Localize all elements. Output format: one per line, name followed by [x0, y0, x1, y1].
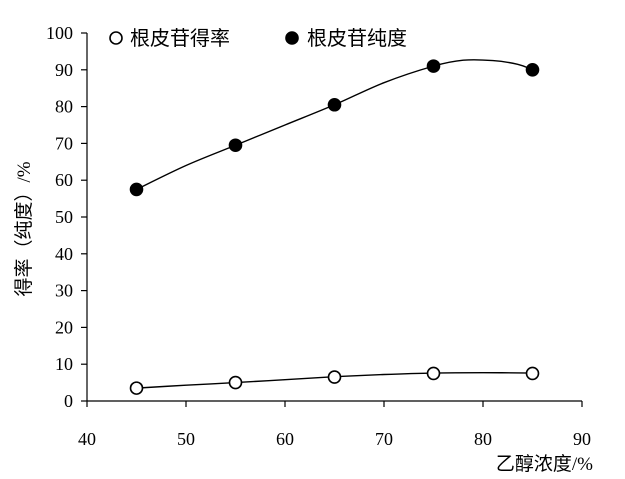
x-tick-label: 50 — [177, 429, 195, 449]
purity-data-point — [129, 182, 144, 197]
purity-data-point — [327, 97, 342, 112]
x-axis-title: 乙醇浓度/% — [496, 453, 593, 475]
y-tick-label: 0 — [64, 391, 73, 411]
y-tick-label: 50 — [55, 207, 73, 227]
x-tick-label: 90 — [573, 429, 591, 449]
legend-label-series-2: 根皮苷纯度 — [307, 27, 407, 50]
x-tick-label: 60 — [276, 429, 294, 449]
legend-label-series-1: 根皮苷得率 — [130, 27, 230, 50]
y-tick-label: 80 — [55, 97, 73, 117]
y-tick-label: 90 — [55, 60, 73, 80]
yield-data-point — [129, 381, 144, 395]
yield-data-point — [228, 375, 243, 390]
legend-marker-series-1 — [109, 31, 123, 45]
y-tick-label: 20 — [55, 317, 73, 337]
axes-layer — [81, 32, 583, 407]
y-tick-label: 40 — [55, 244, 73, 264]
yield-data-point — [327, 370, 342, 384]
yield-data-point — [426, 366, 441, 381]
purity-data-point — [525, 63, 540, 77]
y-tick-label: 30 — [55, 281, 73, 301]
trend-line-series-2 — [136, 59, 533, 191]
legend: 根皮苷得率 根皮苷纯度 — [109, 27, 407, 50]
legend-marker-series-2 — [285, 31, 299, 45]
y-tick-label: 100 — [46, 23, 73, 43]
yield-data-point — [525, 366, 540, 381]
purity-data-point — [228, 138, 243, 153]
y-tick-label: 70 — [55, 133, 73, 153]
x-tick-label: 40 — [78, 429, 96, 449]
y-tick-label: 10 — [55, 354, 73, 374]
x-tick-label: 70 — [375, 429, 393, 449]
tick-labels-layer: 0 10 20 30 40 50 60 70 80 90 100 40 50 60 70 80 90 — [46, 23, 591, 449]
purity-data-point — [426, 59, 441, 73]
y-tick-label: 60 — [55, 170, 73, 190]
x-tick-label: 80 — [474, 429, 492, 449]
y-axis-title: 得率（纯度）/% — [13, 161, 35, 296]
data-points-layer — [129, 59, 540, 395]
